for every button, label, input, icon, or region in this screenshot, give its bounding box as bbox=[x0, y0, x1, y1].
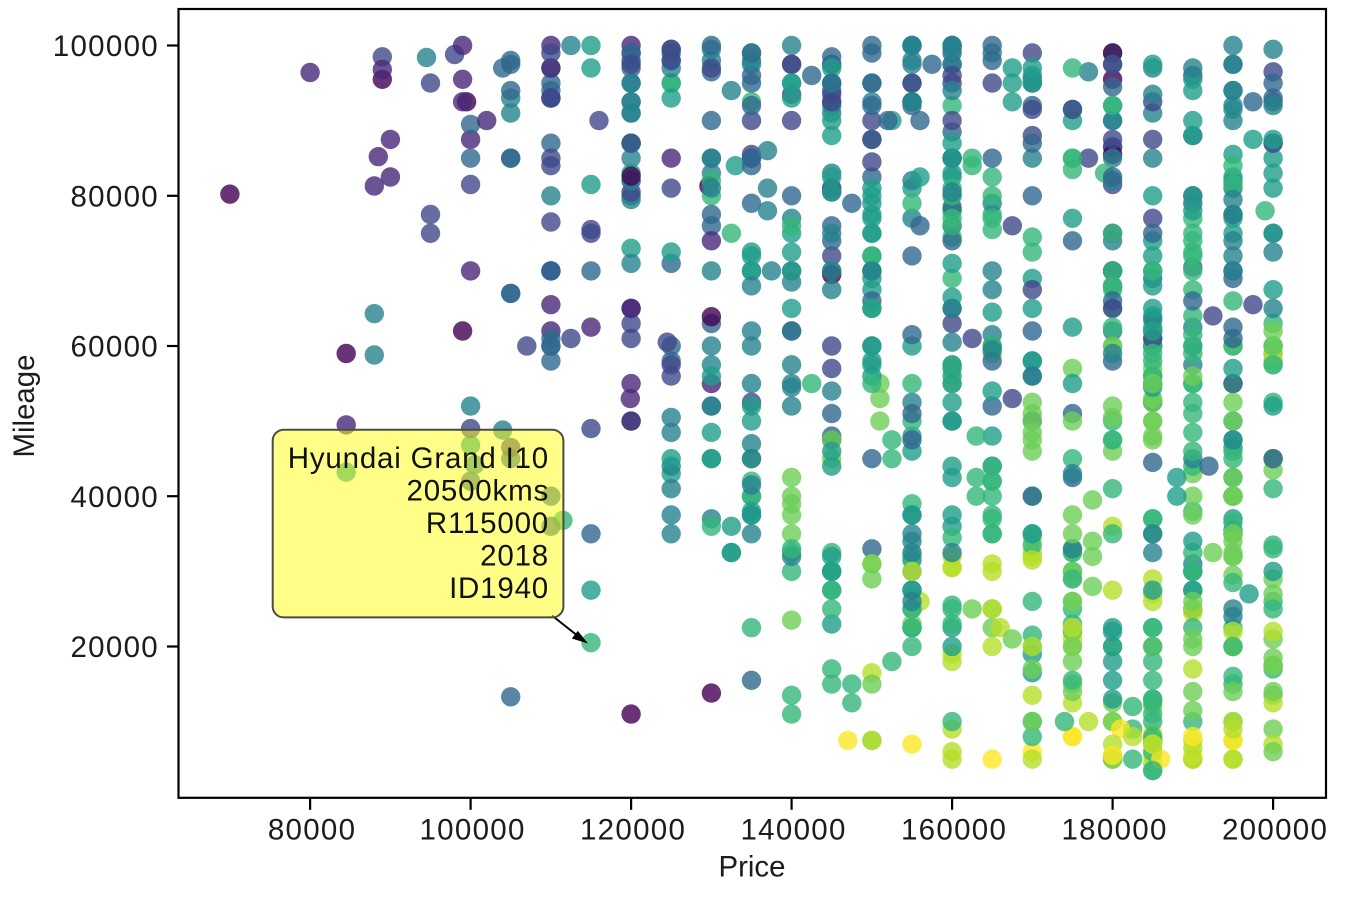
svg-text:20500kms: 20500kms bbox=[406, 474, 549, 507]
svg-text:2018: 2018 bbox=[480, 540, 549, 573]
svg-text:120000: 120000 bbox=[580, 814, 686, 847]
svg-text:160000: 160000 bbox=[901, 814, 1007, 847]
svg-text:180000: 180000 bbox=[1061, 814, 1167, 847]
svg-text:Price: Price bbox=[719, 851, 786, 884]
svg-text:R115000: R115000 bbox=[426, 507, 549, 540]
svg-text:80000: 80000 bbox=[70, 180, 159, 213]
svg-text:100000: 100000 bbox=[53, 30, 159, 63]
svg-text:20000: 20000 bbox=[70, 631, 159, 664]
svg-text:60000: 60000 bbox=[70, 331, 159, 364]
svg-text:40000: 40000 bbox=[70, 481, 159, 514]
svg-text:140000: 140000 bbox=[740, 814, 846, 847]
svg-text:80000: 80000 bbox=[268, 814, 357, 847]
svg-text:100000: 100000 bbox=[419, 814, 525, 847]
svg-text:200000: 200000 bbox=[1222, 814, 1328, 847]
svg-text:Hyundai Grand I10: Hyundai Grand I10 bbox=[288, 442, 549, 475]
svg-text:ID1940: ID1940 bbox=[449, 572, 549, 605]
svg-text:Mileage: Mileage bbox=[8, 355, 41, 458]
